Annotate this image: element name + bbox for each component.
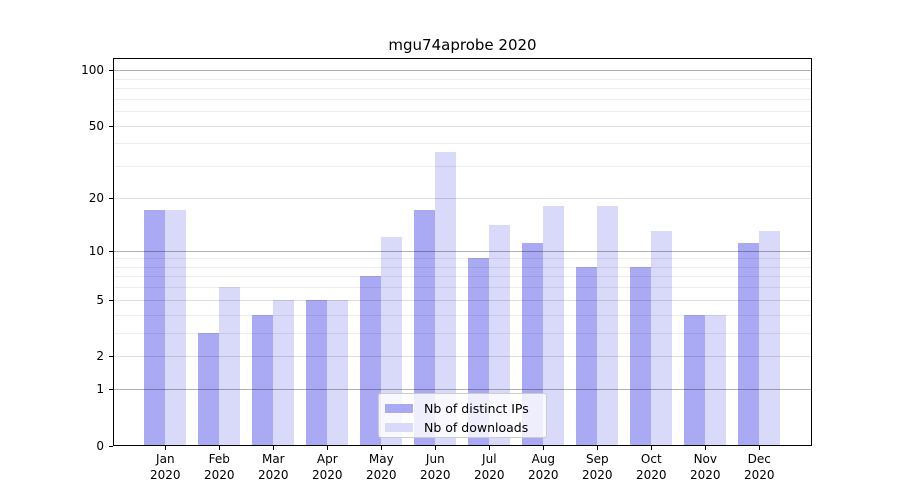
x-tick-label-mar: Mar 2020: [258, 452, 289, 482]
bar-downloads-dec: [759, 230, 781, 446]
x-tick-nov: [705, 446, 707, 450]
x-tick-aug: [543, 446, 545, 450]
y-tick-label-10: 10: [88, 243, 104, 258]
bar-downloads-mar: [273, 299, 295, 446]
x-tick-jun: [435, 446, 437, 450]
y-tick-label-1: 1: [96, 382, 104, 397]
x-tick-may: [381, 446, 383, 450]
y-tick-0: [109, 445, 113, 447]
gridline-minor: [114, 287, 811, 289]
legend-swatch-downloads: [385, 423, 413, 432]
gridline-minor: [114, 98, 811, 100]
bar-downloads-apr: [327, 299, 349, 446]
gridline-minor: [114, 78, 811, 80]
x-tick-label-jul: Jul 2020: [474, 452, 505, 482]
legend-label-downloads: Nb of downloads: [424, 420, 529, 435]
y-tick-2: [109, 356, 113, 358]
x-tick-label-may: May 2020: [366, 452, 397, 482]
y-tick-label-5: 5: [96, 292, 104, 307]
y-tick-100: [109, 70, 113, 71]
y-tick-5: [109, 299, 113, 301]
y-tick-label-20: 20: [88, 190, 104, 205]
x-tick-label-feb: Feb 2020: [204, 452, 235, 482]
x-tick-oct: [651, 446, 653, 450]
bar-distinct-ips-feb: [198, 332, 220, 446]
gridline-minor: [114, 166, 811, 168]
x-tick-sep: [597, 446, 599, 450]
bar-distinct-ips-jan: [144, 210, 166, 446]
gridline-minor: [114, 143, 811, 145]
x-tick-label-dec: Dec 2020: [744, 452, 775, 482]
gridline: [114, 356, 811, 358]
bar-downloads-jan: [165, 210, 187, 446]
bar-downloads-jul: [489, 225, 511, 446]
y-tick-label-100: 100: [81, 63, 104, 77]
x-tick-jan: [165, 446, 167, 450]
gridline-minor: [114, 332, 811, 334]
y-tick-label-2: 2: [96, 349, 104, 364]
bar-distinct-ips-mar: [252, 314, 274, 446]
x-tick-label-sep: Sep 2020: [582, 452, 613, 482]
gridline-minor: [114, 314, 811, 316]
bar-downloads-nov: [705, 314, 727, 446]
x-tick-label-apr: Apr 2020: [312, 452, 343, 482]
bar-distinct-ips-sep: [576, 266, 598, 446]
legend: Nb of distinct IPs Nb of downloads: [378, 393, 547, 438]
bar-distinct-ips-jun: [414, 210, 436, 446]
legend-entry-distinct-ips: Nb of distinct IPs: [379, 399, 546, 418]
y-tick-label-50: 50: [88, 118, 104, 133]
bar-distinct-ips-oct: [630, 266, 652, 446]
bar-distinct-ips-apr: [306, 299, 328, 446]
x-tick-mar: [273, 446, 275, 450]
bar-downloads-aug: [543, 206, 565, 446]
y-tick-label-0: 0: [96, 438, 104, 453]
x-tick-label-oct: Oct 2020: [636, 452, 667, 482]
gridline: [114, 125, 811, 127]
gridline-decade: [114, 250, 811, 252]
bar-distinct-ips-dec: [738, 243, 760, 446]
x-tick-apr: [327, 446, 329, 450]
bar-distinct-ips-nov: [684, 314, 706, 446]
x-tick-label-jun: Jun 2020: [420, 452, 451, 482]
x-tick-label-nov: Nov 2020: [690, 452, 721, 482]
legend-label-distinct-ips: Nb of distinct IPs: [424, 401, 529, 416]
chart-title: mgu74aprobe 2020: [388, 36, 537, 54]
gridline-decade: [114, 389, 811, 391]
gridline: [114, 197, 811, 199]
x-tick-label-aug: Aug 2020: [528, 452, 559, 482]
y-tick-1: [109, 389, 113, 391]
x-tick-feb: [219, 446, 221, 450]
legend-swatch-distinct-ips: [385, 404, 413, 413]
x-tick-dec: [759, 446, 761, 450]
bar-distinct-ips-may: [360, 276, 382, 446]
gridline-minor: [114, 88, 811, 89]
bar-downloads-feb: [219, 287, 241, 446]
bar-downloads-oct: [651, 230, 673, 446]
x-tick-label-jan: Jan 2020: [150, 452, 181, 482]
gridline-minor: [114, 266, 811, 268]
bar-downloads-jun: [435, 151, 457, 446]
y-tick-50: [109, 125, 113, 127]
y-tick-20: [109, 197, 113, 199]
gridline-minor: [114, 258, 811, 260]
gridline-minor: [114, 111, 811, 113]
y-tick-10: [109, 250, 113, 252]
gridline-minor: [114, 276, 811, 278]
legend-entry-downloads: Nb of downloads: [379, 418, 546, 437]
x-tick-jul: [489, 446, 491, 450]
gridline: [114, 299, 811, 301]
gridline-decade: [114, 70, 811, 71]
bar-downloads-sep: [597, 206, 619, 446]
